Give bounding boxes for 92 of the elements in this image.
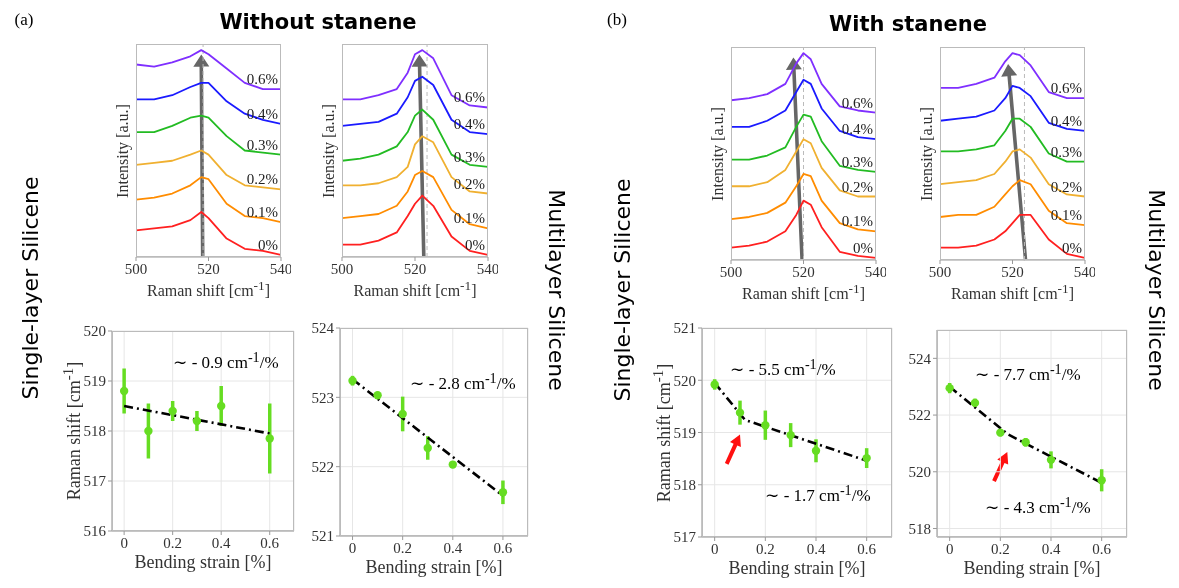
series-label: 0%	[1062, 239, 1082, 256]
x-tick-label: 520	[403, 260, 427, 277]
y-tick-label: 518	[673, 477, 696, 494]
x-axis-title: Raman shift [cm$^{-1}$]	[353, 278, 477, 301]
x-tick-label: 0	[348, 539, 357, 556]
series-label: 0.2%	[246, 171, 278, 188]
y-tick-label: 517	[83, 473, 107, 490]
x-tick-label: 0.4	[806, 540, 826, 557]
x-tick-label: 0.2	[755, 540, 775, 557]
y-tick-label: 522	[311, 458, 334, 475]
x-tick-label: 0.4	[443, 539, 463, 556]
y-tick-label: 524	[908, 350, 932, 367]
x-tick-label: 0.6	[857, 540, 877, 557]
series-label: 0.3%	[1050, 143, 1082, 160]
series-label: 0.6%	[1050, 80, 1082, 97]
y-tick-label: 516	[83, 523, 107, 540]
y-axis-title: Intensity [a.u.]	[114, 103, 132, 198]
y-tick-label: 519	[673, 424, 696, 441]
series-label: 0%	[258, 236, 278, 253]
x-tick-label: 540	[269, 260, 293, 277]
y-tick-label: 523	[311, 389, 334, 406]
x-tick-label: 500	[928, 263, 952, 280]
text: (a)	[14, 10, 34, 30]
x-tick-label: 540	[476, 260, 500, 277]
x-axis-title: Bending strain [%]	[365, 557, 503, 578]
annotation: ∼ - 2.8 cm$^{-1}$/%	[410, 369, 516, 395]
text: Multilayer Silicene	[1143, 189, 1169, 391]
x-axis-title: Bending strain [%]	[963, 558, 1101, 579]
chart-title: Without stanene	[219, 10, 417, 34]
series-label: 0.4%	[841, 121, 873, 138]
x-tick-label: 0.2	[393, 539, 413, 556]
y-tick-label: 519	[83, 373, 106, 390]
annotation: ∼ - 7.7 cm$^{-1}$/%	[975, 360, 1081, 386]
x-axis-title: Raman shift [cm$^{-1}$]	[741, 281, 866, 304]
series-label: 0.3%	[841, 153, 873, 170]
x-tick-label: 540	[864, 263, 888, 280]
series-label: 0%	[853, 239, 873, 256]
annotation: ∼ - 5.5 cm$^{-1}$/%	[730, 355, 836, 381]
series-label: 0.6%	[246, 71, 278, 88]
x-tick-label: 500	[330, 260, 354, 277]
y-axis-title: Intensity [a.u.]	[709, 106, 727, 201]
x-axis-title: Raman shift [cm$^{-1}$]	[950, 281, 1075, 304]
y-axis-title: Intensity [a.u.]	[320, 103, 338, 198]
chart-title: With stanene	[829, 12, 987, 36]
y-tick-label: 518	[83, 423, 106, 440]
series-label: 0.2%	[1050, 178, 1082, 195]
text: Multilayer Silicene	[543, 189, 569, 391]
x-tick-label: 520	[1001, 263, 1024, 280]
y-tick-label: 521	[673, 320, 696, 337]
x-tick-label: 0	[945, 540, 954, 557]
series-label: 0.6%	[841, 94, 873, 111]
y-axis-title: Intensity [a.u.]	[918, 106, 936, 201]
x-axis-title: Bending strain [%]	[728, 558, 866, 579]
y-tick-label: 517	[673, 529, 697, 546]
x-tick-label: 0.4	[211, 534, 232, 551]
text: Single-layer Silicene	[17, 176, 43, 400]
series-label: 0.4%	[1050, 112, 1082, 129]
text: Single-layer Silicene	[609, 178, 635, 402]
series-label: 0.1%	[841, 213, 873, 230]
y-tick-label: 520	[83, 323, 106, 340]
x-tick-label: 500	[124, 260, 148, 277]
series-label: 0.3%	[246, 136, 278, 153]
x-axis-title: Bending strain [%]	[134, 552, 272, 573]
x-tick-label: 0.6	[260, 534, 280, 551]
annotation: ∼ - 4.3 cm$^{-1}$/%	[985, 493, 1091, 519]
series-label: 0.1%	[246, 204, 278, 221]
x-tick-label: 0	[710, 540, 719, 557]
annotation: ∼ - 1.7 cm$^{-1}$/%	[765, 481, 871, 507]
text: (b)	[607, 10, 627, 30]
y-tick-label: 520	[673, 372, 696, 389]
series-label: 0.2%	[841, 178, 873, 195]
x-tick-label: 0.4	[1041, 540, 1061, 557]
x-tick-label: 0.6	[493, 539, 513, 556]
x-axis-title: Raman shift [cm$^{-1}$]	[146, 278, 271, 301]
x-tick-label: 520	[792, 263, 815, 280]
x-tick-label: 0	[120, 534, 128, 551]
annotation: ∼ - 0.9 cm$^{-1}$/%	[173, 348, 279, 374]
y-tick-label: 521	[311, 528, 334, 545]
series-label: 0%	[465, 236, 485, 253]
x-tick-label: 0.2	[163, 534, 183, 551]
x-tick-label: 500	[719, 263, 743, 280]
y-tick-label: 524	[311, 320, 335, 337]
y-tick-label: 520	[908, 464, 931, 481]
series-label: 0.3%	[453, 148, 485, 165]
x-tick-label: 540	[1073, 263, 1097, 280]
x-tick-label: 520	[197, 260, 220, 277]
x-tick-label: 0.2	[990, 540, 1010, 557]
series-label: 0.4%	[246, 105, 278, 122]
y-tick-label: 518	[908, 520, 931, 537]
x-tick-label: 0.6	[1092, 540, 1112, 557]
series-label: 0.6%	[453, 89, 485, 106]
y-tick-label: 522	[908, 407, 931, 424]
